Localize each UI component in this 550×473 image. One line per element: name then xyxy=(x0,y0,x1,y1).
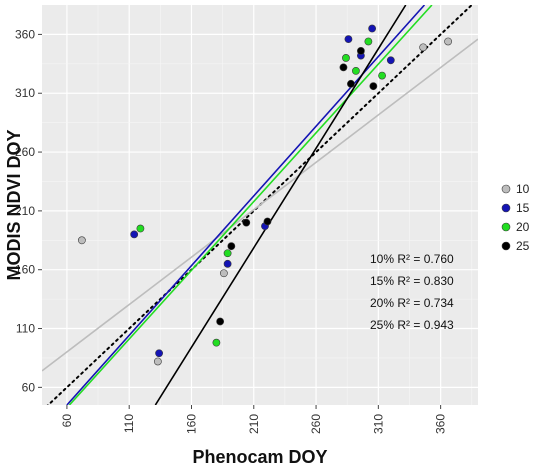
data-points xyxy=(77,24,453,366)
fit-line-10 xyxy=(42,38,478,372)
y-tick-label: 210 xyxy=(15,204,35,218)
point-series-25 xyxy=(242,218,251,227)
point-series-10 xyxy=(77,236,86,245)
y-tick-label: 310 xyxy=(15,86,35,100)
y-axis-ticks: 60 110 160 210 260 310 360 xyxy=(15,27,42,394)
x-tick-label: 160 xyxy=(184,414,198,434)
point-series-20 xyxy=(378,71,386,80)
legend-key-15 xyxy=(501,203,511,213)
point-series-20 xyxy=(342,54,350,62)
legend-key-25 xyxy=(501,241,511,251)
point-series-15 xyxy=(130,230,139,239)
y-tick-label: 260 xyxy=(15,145,35,159)
gridlines xyxy=(42,5,478,405)
r-squared-label: 25% R² = 0.943 xyxy=(370,318,454,332)
x-axis-title: Phenocam DOY xyxy=(192,447,327,467)
x-tick-label: 360 xyxy=(434,414,448,434)
fit-lines xyxy=(42,5,478,405)
point-series-25 xyxy=(347,79,355,88)
point-series-20 xyxy=(136,224,145,233)
point-series-15 xyxy=(223,259,232,268)
y-tick-label: 60 xyxy=(22,380,36,394)
legend-key-20 xyxy=(501,222,511,232)
point-series-25 xyxy=(339,63,348,72)
legend-label-20: 20 xyxy=(516,220,530,234)
point-series-10 xyxy=(219,269,228,278)
y-tick-label: 360 xyxy=(15,27,35,41)
point-series-15 xyxy=(155,349,163,358)
point-series-15 xyxy=(344,35,353,44)
x-axis-ticks: 60 110 160 210 260 310 360 xyxy=(60,405,448,434)
point-series-10 xyxy=(419,43,428,52)
legend-key-10 xyxy=(501,184,511,194)
point-series-20 xyxy=(352,66,360,75)
point-series-20 xyxy=(223,249,232,258)
legend: 10 15 20 25 xyxy=(501,182,530,253)
point-series-25 xyxy=(227,242,236,251)
point-series-20 xyxy=(364,37,373,46)
point-series-20 xyxy=(212,338,221,347)
y-tick-label: 110 xyxy=(16,322,35,336)
point-series-25 xyxy=(216,317,225,326)
point-series-15 xyxy=(386,56,395,65)
x-tick-label: 260 xyxy=(309,414,323,434)
point-series-25 xyxy=(263,217,272,226)
x-tick-label: 60 xyxy=(60,414,74,428)
legend-label-25: 25 xyxy=(516,239,530,253)
point-series-25 xyxy=(369,82,378,91)
y-axis-title: MODIS NDVI DOY xyxy=(4,129,24,280)
x-tick-label: 110 xyxy=(122,414,136,433)
legend-label-10: 10 xyxy=(516,182,530,196)
legend-label-15: 15 xyxy=(516,201,530,215)
r-squared-label: 10% R² = 0.760 xyxy=(370,252,454,266)
y-tick-label: 160 xyxy=(15,263,35,277)
r-squared-label: 20% R² = 0.734 xyxy=(370,296,454,310)
point-series-25 xyxy=(357,46,365,55)
point-series-10 xyxy=(153,357,162,366)
fit-line-20 xyxy=(68,5,433,405)
r-squared-label: 15% R² = 0.830 xyxy=(370,274,454,288)
r-squared-annotations: 10% R² = 0.760 15% R² = 0.830 20% R² = 0.7… xyxy=(370,252,454,332)
x-tick-label: 210 xyxy=(247,414,261,434)
point-series-10 xyxy=(444,37,453,46)
point-series-15 xyxy=(368,24,377,33)
fit-line-25 xyxy=(154,5,407,405)
x-tick-label: 310 xyxy=(371,414,385,434)
